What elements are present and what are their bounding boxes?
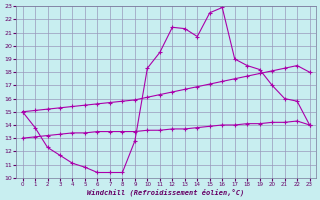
X-axis label: Windchill (Refroidissement éolien,°C): Windchill (Refroidissement éolien,°C) (87, 188, 245, 196)
